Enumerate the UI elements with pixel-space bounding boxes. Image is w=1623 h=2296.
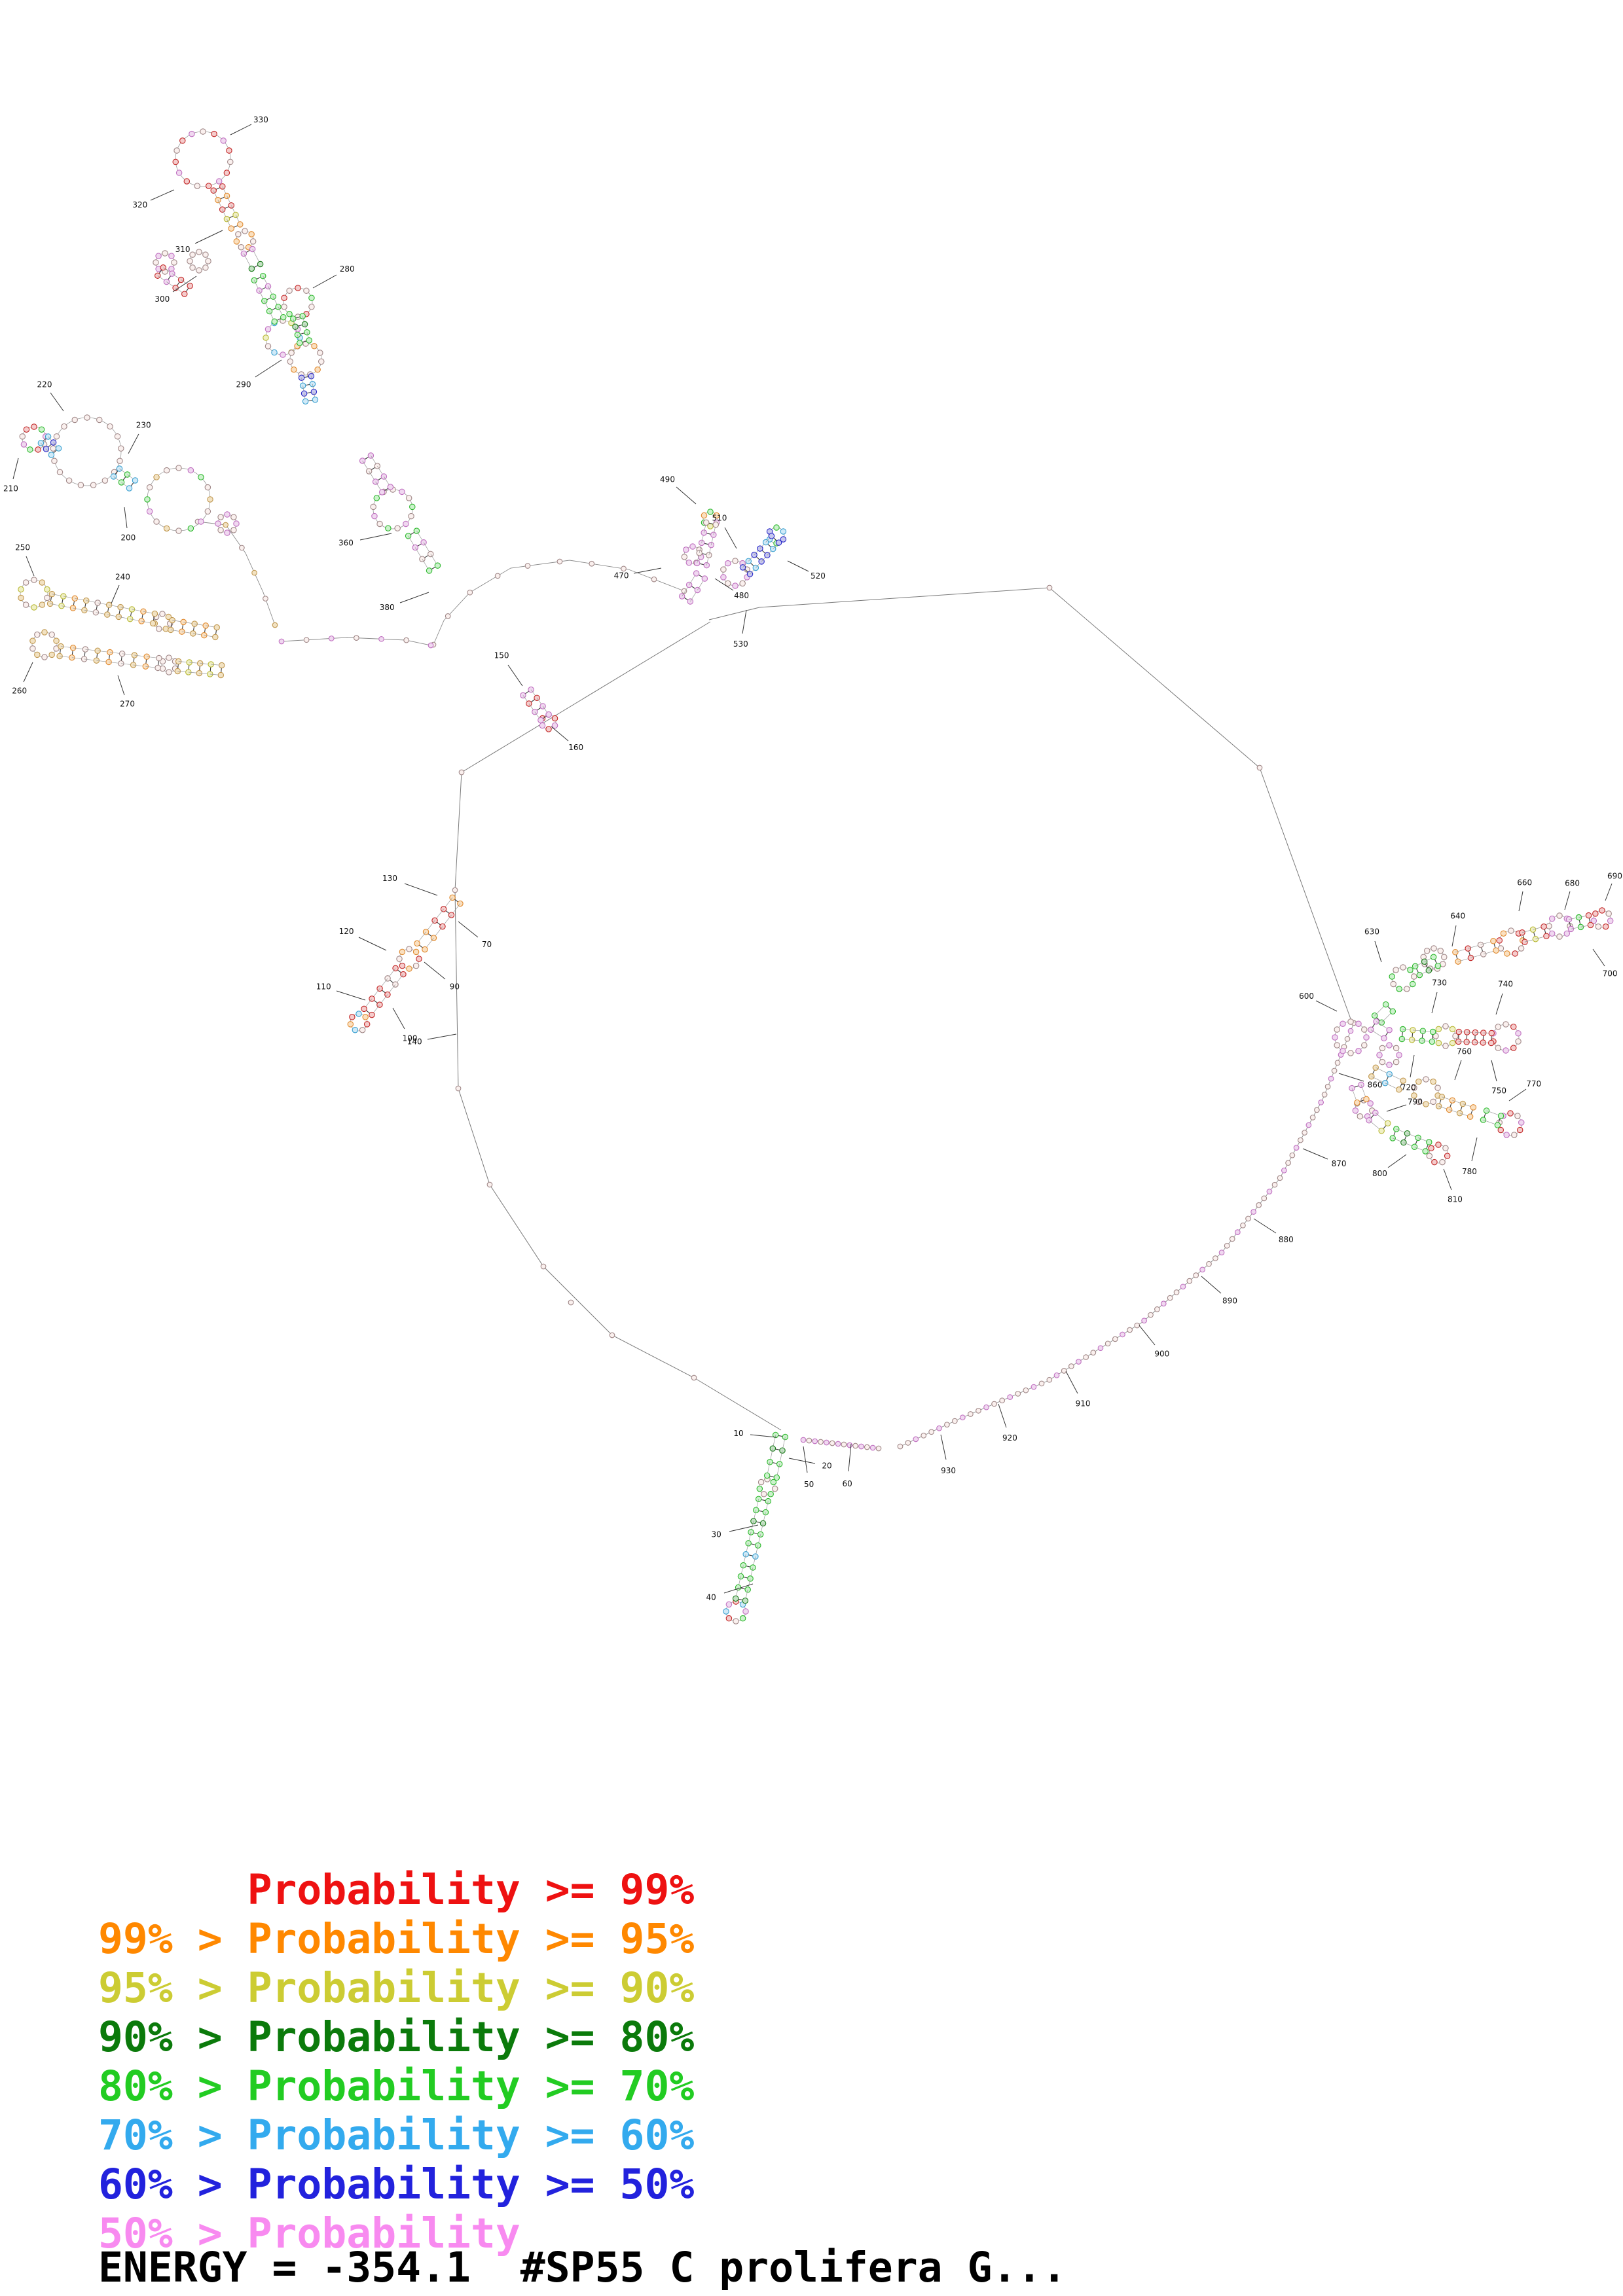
svg-text:50: 50	[804, 1480, 814, 1489]
svg-text:330: 330	[253, 115, 268, 124]
svg-text:510: 510	[712, 514, 727, 523]
svg-text:160: 160	[568, 743, 583, 752]
svg-text:760: 760	[1457, 1047, 1472, 1056]
svg-text:270: 270	[120, 700, 135, 709]
svg-text:690: 690	[1607, 871, 1622, 880]
svg-text:140: 140	[407, 1037, 422, 1047]
svg-text:20: 20	[822, 1462, 831, 1471]
svg-text:900: 900	[1154, 1350, 1169, 1359]
svg-text:40: 40	[706, 1592, 716, 1602]
svg-text:380: 380	[380, 603, 395, 612]
svg-text:230: 230	[136, 421, 151, 430]
svg-text:520: 520	[811, 571, 826, 581]
svg-text:800: 800	[1372, 1169, 1387, 1178]
svg-text:720: 720	[1401, 1083, 1416, 1092]
svg-text:790: 790	[1408, 1098, 1423, 1107]
single-nucleotides	[452, 584, 1263, 1381]
sequence-position-ticks: 10 20 30 40 50 60 70 90 100 110 120 130 140 150 160 200…	[3, 115, 1622, 1602]
svg-text:480: 480	[734, 591, 749, 600]
svg-text:490: 490	[660, 475, 675, 484]
probability-legend: Probability >= 99% 99% > Probability >= 9…	[98, 1865, 694, 2258]
svg-text:780: 780	[1462, 1167, 1477, 1176]
backbone-lines	[454, 587, 1353, 1431]
svg-text:150: 150	[494, 651, 509, 660]
svg-text:70: 70	[482, 940, 492, 949]
legend-row-p95: 99% > Probability >= 95%	[98, 1915, 695, 1963]
legend-row-p80: 90% > Probability >= 80%	[98, 2013, 695, 2061]
legend-row-p50: 60% > Probability >= 50%	[98, 2161, 695, 2208]
svg-text:930: 930	[941, 1466, 956, 1475]
svg-text:290: 290	[236, 380, 251, 389]
svg-text:360: 360	[338, 539, 354, 548]
svg-text:300: 300	[155, 295, 170, 304]
svg-text:640: 640	[1450, 912, 1465, 921]
svg-text:860: 860	[1368, 1080, 1383, 1089]
svg-text:110: 110	[316, 982, 331, 992]
svg-text:630: 630	[1364, 927, 1379, 937]
svg-text:260: 260	[12, 687, 27, 696]
nucleotide-chains	[194, 518, 1357, 1452]
svg-text:60: 60	[843, 1479, 852, 1488]
svg-text:210: 210	[3, 484, 18, 493]
hairpin-loops	[18, 128, 1614, 1624]
svg-text:910: 910	[1076, 1399, 1091, 1408]
svg-text:740: 740	[1498, 980, 1513, 989]
svg-text:240: 240	[115, 572, 130, 581]
svg-text:660: 660	[1517, 878, 1532, 888]
svg-text:320: 320	[132, 200, 147, 209]
svg-text:280: 280	[340, 264, 355, 274]
svg-text:880: 880	[1279, 1235, 1294, 1244]
svg-text:700: 700	[1603, 969, 1618, 978]
svg-text:200: 200	[120, 533, 136, 542]
legend-row-plt50: 50% > Probability	[98, 2210, 520, 2257]
svg-text:130: 130	[382, 874, 397, 883]
svg-text:10: 10	[733, 1429, 743, 1438]
svg-text:810: 810	[1448, 1194, 1463, 1204]
svg-text:310: 310	[175, 245, 191, 254]
svg-text:600: 600	[1299, 992, 1314, 1001]
svg-text:90: 90	[450, 982, 460, 992]
legend-row-p90: 95% > Probability >= 90%	[98, 1964, 695, 2012]
legend-row-p70: 80% > Probability >= 70%	[98, 2062, 695, 2110]
svg-text:870: 870	[1332, 1159, 1347, 1168]
svg-text:470: 470	[614, 571, 629, 581]
svg-text:30: 30	[712, 1530, 721, 1539]
svg-text:100: 100	[403, 1033, 418, 1043]
svg-text:120: 120	[339, 927, 354, 936]
base-pair-stems	[37, 183, 1594, 1604]
svg-text:680: 680	[1565, 878, 1580, 888]
energy-line: ENERGY = -354.1 #SP55 C prolifera G...	[98, 2244, 1067, 2291]
svg-text:730: 730	[1432, 978, 1447, 988]
svg-text:890: 890	[1222, 1297, 1237, 1306]
svg-text:250: 250	[15, 543, 30, 552]
svg-text:220: 220	[37, 380, 52, 389]
legend-row-p99: Probability >= 99%	[98, 1866, 695, 1914]
svg-text:530: 530	[733, 639, 748, 649]
legend-row-p60: 70% > Probability >= 60%	[98, 2111, 695, 2159]
svg-text:920: 920	[1002, 1433, 1017, 1443]
svg-text:750: 750	[1491, 1086, 1506, 1095]
svg-text:770: 770	[1526, 1079, 1541, 1088]
